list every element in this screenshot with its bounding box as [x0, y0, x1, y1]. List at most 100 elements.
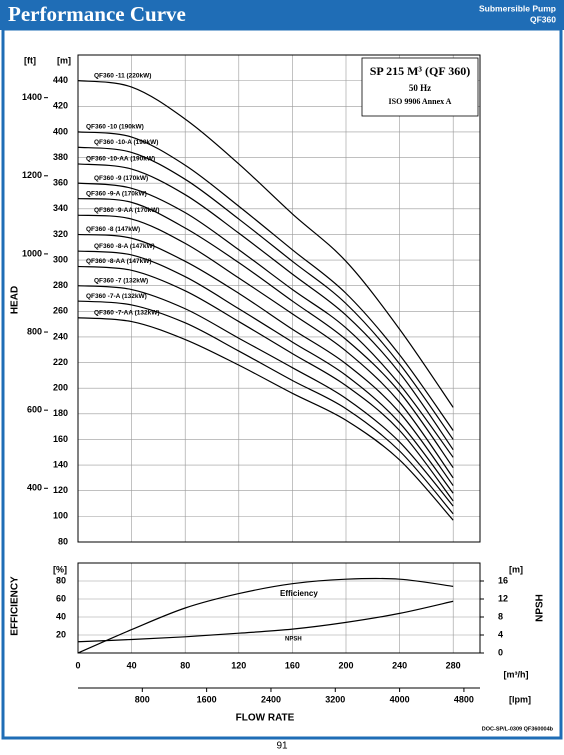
curve-label: QF360 -7-A (132kW) — [86, 293, 147, 300]
y-title: HEAD — [10, 286, 21, 314]
y2-title: NPSH — [535, 594, 546, 622]
curve-label: QF360 -7 (132kW) — [94, 277, 148, 284]
curve-label: QF360 -9-A (170kW) — [86, 190, 147, 197]
info-standard: ISO 9906 Annex A — [389, 97, 452, 106]
y-tick-label: 20 — [56, 629, 66, 639]
y2-unit: [m] — [509, 564, 523, 574]
y-tick-label: 140 — [53, 459, 68, 469]
curve-label: QF360 -8-A (147kW) — [94, 243, 155, 250]
info-title: SP 215 M³ (QF 360) — [370, 64, 470, 78]
y-tick-label: 60 — [56, 593, 66, 603]
y-tick-label: 420 — [53, 101, 68, 111]
curve-label: QF360 -7-AA (132kW) — [94, 309, 160, 316]
y-tick-label: 440 — [53, 75, 68, 85]
y-tick-label: 40 — [56, 611, 66, 621]
curve-label: QF360 -9 (170kW) — [94, 175, 148, 182]
y-tick-label: 240 — [53, 331, 68, 341]
curve-label: QF360 -10-AA (190kW) — [86, 156, 155, 163]
curve — [77, 197, 454, 469]
curve — [77, 131, 454, 431]
series-label: Efficiency — [280, 589, 318, 598]
curve — [77, 317, 454, 521]
x2-tick-label: 800 — [135, 694, 150, 704]
page-number: 91 — [276, 741, 288, 752]
plot-area — [77, 54, 481, 543]
x-unit: [m³/h] — [504, 669, 529, 679]
curve — [77, 250, 454, 494]
x-tick-label: 280 — [446, 660, 461, 670]
x2-tick-label: 3200 — [325, 694, 345, 704]
plot-area — [77, 562, 481, 654]
y2-tick-label: 600 — [27, 405, 42, 415]
curve — [77, 182, 454, 458]
y2-tick-label: 400 — [27, 483, 42, 493]
y-tick-label: 400 — [53, 126, 68, 136]
header-bar — [0, 0, 564, 30]
curve-label: QF360 -8-AA (147kW) — [86, 258, 152, 265]
y-tick-label: 300 — [53, 254, 68, 264]
info-freq: 50 Hz — [409, 83, 431, 93]
series-label: NPSH — [285, 637, 302, 643]
header-title: Performance Curve — [8, 2, 186, 26]
y-tick-label: 160 — [53, 434, 68, 444]
y-tick-label: 280 — [53, 280, 68, 290]
x-tick-label: 40 — [127, 660, 137, 670]
y-tick-label: 120 — [53, 485, 68, 495]
y2-tick-label: 4 — [498, 629, 503, 639]
x2-tick-label: 4800 — [454, 694, 474, 704]
y2-tick-label: 8 — [498, 611, 503, 621]
curve — [77, 300, 454, 515]
y-tick-label: 260 — [53, 306, 68, 316]
curve — [77, 163, 454, 451]
frame — [1, 27, 563, 740]
y-tick-label: 80 — [58, 536, 68, 546]
curve — [77, 80, 454, 408]
y-unit: [m] — [57, 55, 71, 65]
curve — [77, 600, 454, 643]
curve — [77, 146, 454, 440]
x2-tick-label: 1600 — [197, 694, 217, 704]
header-product: QF360 — [530, 14, 556, 24]
curve-label: QF360 -10 (190kW) — [86, 124, 144, 131]
x-tick-label: 160 — [285, 660, 300, 670]
y-tick-label: 200 — [53, 383, 68, 393]
x-tick-label: 240 — [392, 660, 407, 670]
y2-tick-label: 1200 — [22, 170, 42, 180]
curve — [77, 577, 454, 654]
x2-unit: [lpm] — [509, 694, 531, 704]
y-tick-label: 360 — [53, 178, 68, 188]
info-box — [361, 57, 479, 117]
y-title: EFFICIENCY — [10, 576, 21, 636]
y-tick-label: 180 — [53, 408, 68, 418]
y2-tick-label: 16 — [498, 575, 508, 585]
x-tick-label: 80 — [180, 660, 190, 670]
y-tick-label: 100 — [53, 511, 68, 521]
curve — [77, 265, 454, 502]
y2-tick-label: 1400 — [22, 92, 42, 102]
x-tick-label: 200 — [338, 660, 353, 670]
curve-label: QF360 -11 (220kW) — [94, 72, 151, 79]
curve — [77, 285, 454, 507]
curve-label: QF360 -8 (147kW) — [86, 226, 140, 233]
curve — [77, 233, 454, 486]
plot-border — [77, 562, 481, 654]
x-tick-label: 0 — [75, 660, 80, 670]
x-tick-label: 120 — [231, 660, 246, 670]
curve — [77, 214, 454, 479]
y-tick-label: 80 — [56, 575, 66, 585]
y-tick-label: 340 — [53, 203, 68, 213]
y-tick-label: 320 — [53, 229, 68, 239]
x2-tick-label: 2400 — [261, 694, 281, 704]
y2-tick-label: 800 — [27, 326, 42, 336]
x2-tick-label: 4000 — [390, 694, 410, 704]
curve-label: QF360 -10-A (190kW) — [94, 139, 158, 146]
y-tick-label: 380 — [53, 152, 68, 162]
y2-tick-label: 1000 — [22, 248, 42, 258]
curve-label: QF360 -9-AA (170kW) — [94, 207, 160, 214]
y-unit: [%] — [53, 564, 67, 574]
y2-unit: [ft] — [24, 55, 36, 65]
doc-code: DOC-SP/L-0309 QF360004b — [482, 726, 554, 732]
x-title: FLOW RATE — [236, 713, 295, 724]
plot-border — [77, 54, 481, 543]
